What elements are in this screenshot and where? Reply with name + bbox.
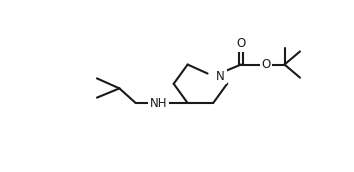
Text: O: O <box>236 37 246 50</box>
Text: N: N <box>216 70 225 83</box>
Text: NH: NH <box>150 96 168 110</box>
Text: O: O <box>261 58 270 71</box>
